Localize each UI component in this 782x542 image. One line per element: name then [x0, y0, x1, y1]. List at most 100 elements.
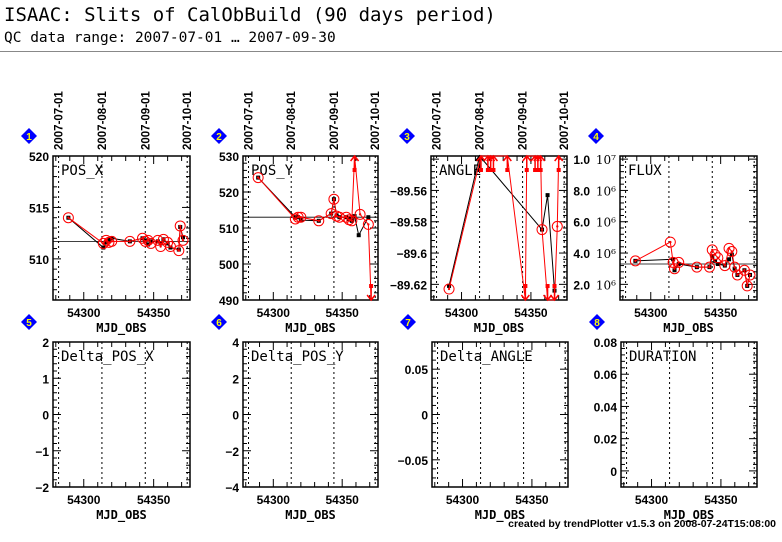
y-tick-label: −4 [225, 481, 239, 495]
data-point [328, 193, 340, 205]
data-point [505, 168, 510, 172]
x-axis-label: MJD_OBS [474, 321, 525, 336]
panel-title: FLUX [628, 163, 662, 179]
data-point [703, 261, 715, 273]
panel-number: 8 [594, 318, 600, 329]
x-tick-label: 54350 [325, 306, 359, 320]
offscale-arrow-head [522, 154, 532, 162]
panel-title: Delta_POS_Y [251, 349, 344, 365]
data-point [146, 242, 151, 247]
data-point [106, 235, 118, 247]
panel-duration: 54300 54350MJD_OBS00.020.040.060.08DURATI… [589, 314, 758, 523]
panel-number-marker [589, 314, 605, 330]
panel-number: 7 [405, 318, 411, 329]
data-point [148, 239, 153, 244]
data-point [536, 224, 548, 236]
panel-number-marker [21, 314, 37, 330]
data-point [369, 284, 374, 288]
y-tick-label: −89.58 [390, 216, 427, 230]
data-point-center [256, 176, 260, 179]
data-point [101, 245, 106, 250]
panel-number: 3 [404, 132, 410, 143]
plot-frame [620, 341, 758, 488]
data-point-center [177, 249, 181, 252]
offscale-arrow-head [554, 154, 564, 162]
panel-number-marker [400, 314, 416, 330]
data-point [346, 215, 358, 227]
y-tick-label: 530 [219, 150, 239, 164]
panel-title: Delta_ANGLE [440, 349, 533, 365]
red-series [62, 212, 189, 257]
header-divider [0, 51, 782, 52]
data-point [552, 284, 557, 288]
data-point [252, 172, 264, 184]
panel-number-marker [588, 128, 604, 144]
x-tick-label: 54350 [137, 306, 171, 320]
y-tick-label: 0.06 [594, 368, 618, 382]
y-tick-label: 0.02 [594, 433, 618, 447]
x-axis-label: MJD_OBS [285, 321, 336, 336]
data-point [713, 258, 718, 263]
data-point [313, 215, 325, 227]
x-tick-label: 54350 [325, 493, 359, 507]
data-point-center [708, 265, 711, 269]
black-series [66, 215, 186, 252]
data-point [729, 261, 741, 273]
data-point [356, 233, 361, 238]
red-series [252, 154, 376, 302]
y-tick-label: 0.08 [594, 336, 618, 350]
data-point-center [736, 273, 739, 277]
y-tick-label: 0 [610, 465, 617, 479]
data-point [732, 266, 737, 271]
data-point-center [733, 265, 736, 269]
y-tick-exponent: 10⁶ [596, 184, 616, 198]
data-point [744, 269, 756, 281]
data-point [709, 249, 721, 261]
y-tick-label: −1 [35, 445, 49, 459]
data-point [177, 234, 189, 246]
panel-title: POS_X [61, 163, 104, 179]
data-point-center [716, 256, 720, 259]
y-tick-label: 1.0 [573, 153, 590, 167]
date-label: 2007-10-01 [182, 91, 194, 150]
date-label: 2007-08-01 [286, 91, 298, 150]
data-point-center [556, 225, 559, 228]
data-point-center [149, 242, 153, 245]
data-point [715, 262, 720, 266]
date-label: 2007-10-01 [559, 91, 571, 150]
panel-number: 4 [593, 132, 599, 143]
y-tick-label: 2 [232, 372, 239, 386]
data-point-center [296, 216, 300, 219]
data-point [293, 215, 298, 220]
y-tick-exponent: 10⁶ [596, 278, 616, 292]
data-point-center [350, 219, 354, 222]
offscale-arrow-head [542, 294, 553, 302]
y-tick-label: −89.6 [397, 247, 428, 261]
y-tick-label: 520 [29, 150, 49, 164]
data-point-center [723, 264, 727, 267]
data-point-center [338, 216, 341, 219]
y-tick-exponent: 10⁶ [596, 247, 616, 261]
date-label: 2007-09-01 [329, 91, 341, 150]
data-point-center [169, 245, 172, 248]
x-axis-label: MJD_OBS [664, 508, 715, 523]
x-tick-label: 54300 [445, 306, 479, 320]
data-point [295, 211, 307, 223]
data-point [340, 211, 352, 223]
x-axis-label: MJD_OBS [96, 508, 147, 523]
x-axis-label: MJD_OBS [663, 321, 714, 336]
red-series-line [257, 155, 372, 301]
data-point [673, 256, 685, 268]
data-point-center [746, 284, 749, 288]
data-point [106, 237, 111, 242]
data-point [136, 232, 148, 244]
data-point-center [730, 250, 734, 253]
offscale-arrow-head [502, 154, 512, 162]
date-label: 2007-09-01 [140, 91, 152, 150]
offscale-arrow-head [474, 154, 485, 162]
data-point [691, 261, 703, 273]
